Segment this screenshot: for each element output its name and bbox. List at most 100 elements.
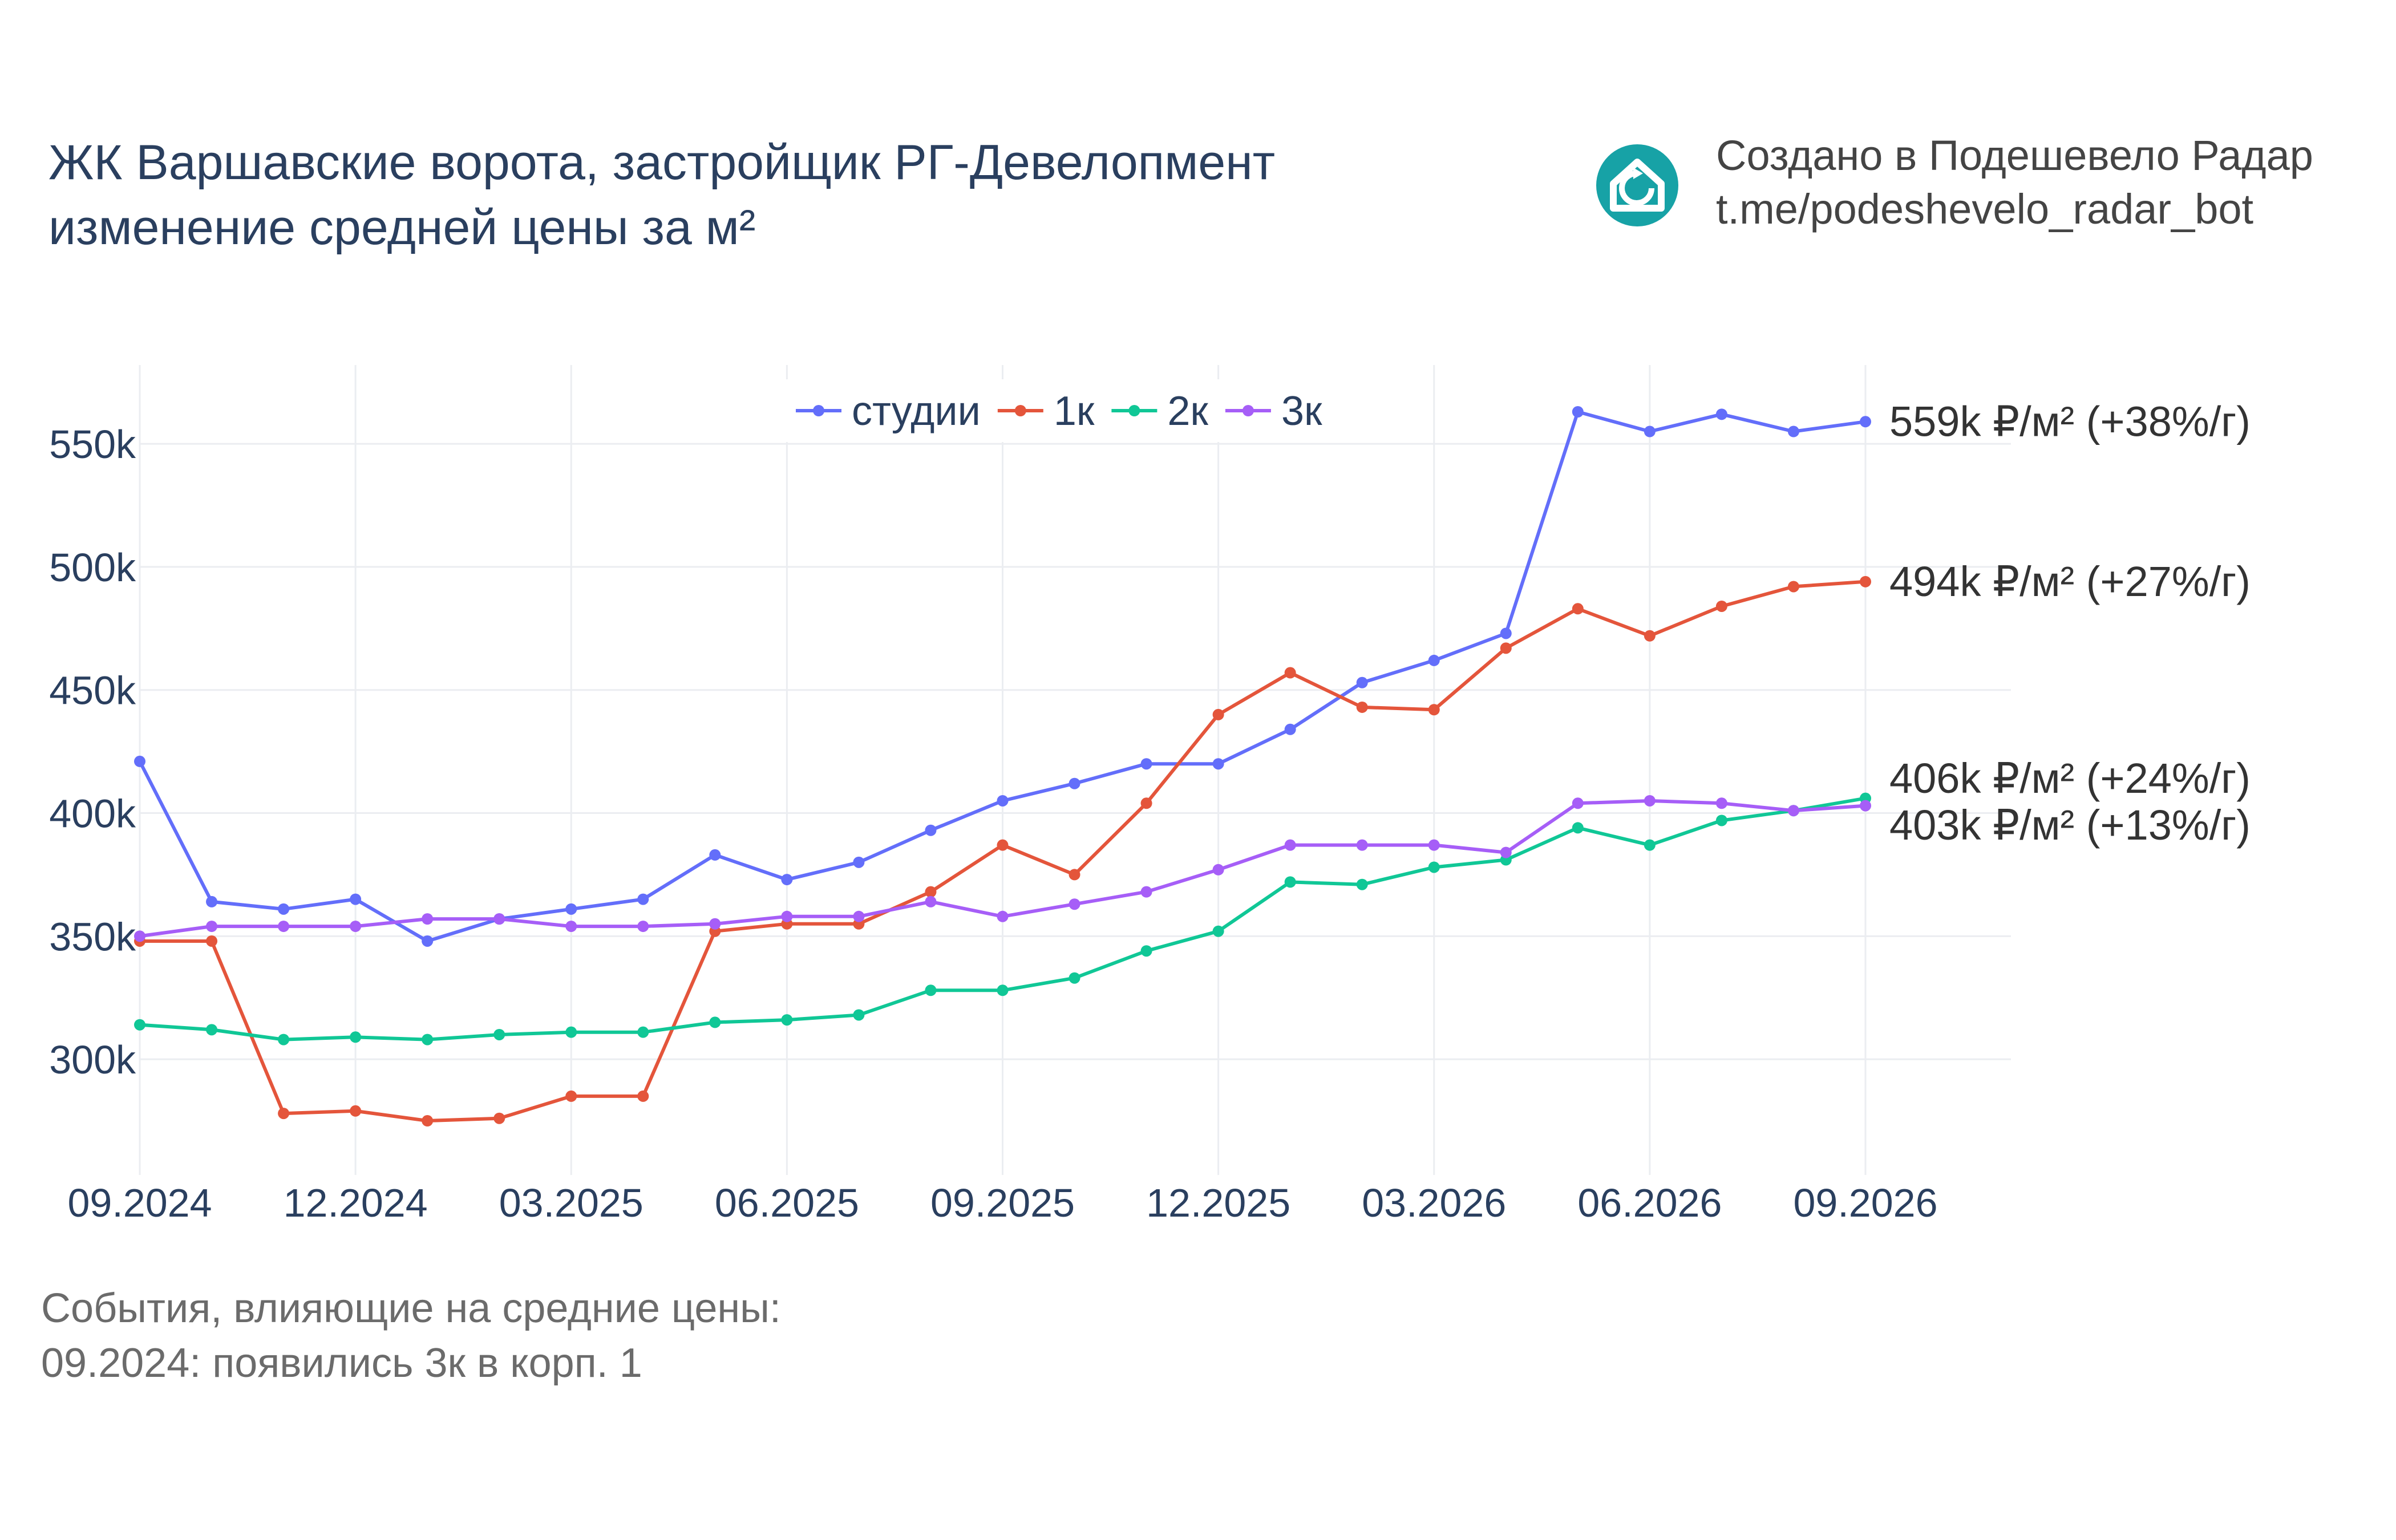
data-point[interactable]: [1140, 945, 1152, 957]
data-point[interactable]: [206, 935, 218, 947]
data-point[interactable]: [1212, 708, 1224, 720]
data-point[interactable]: [637, 921, 649, 933]
data-point[interactable]: [134, 1019, 145, 1031]
data-point[interactable]: [925, 886, 937, 898]
data-point[interactable]: [350, 921, 362, 933]
data-point[interactable]: [1644, 630, 1656, 642]
data-point[interactable]: [1356, 878, 1368, 890]
data-point[interactable]: [1140, 758, 1152, 770]
data-point[interactable]: [1212, 758, 1224, 770]
brand-logo-icon[interactable]: [1596, 144, 1678, 226]
data-point[interactable]: [350, 893, 362, 905]
data-point[interactable]: [853, 910, 865, 922]
data-point[interactable]: [1572, 797, 1584, 809]
brand-link[interactable]: t.me/podeshevelo_radar_bot: [1716, 185, 2254, 233]
series-3к[interactable]: [134, 795, 1871, 942]
data-point[interactable]: [925, 895, 937, 907]
data-point[interactable]: [565, 903, 577, 915]
data-point[interactable]: [1356, 701, 1368, 713]
data-point[interactable]: [1715, 797, 1727, 809]
data-point[interactable]: [925, 824, 937, 836]
data-point[interactable]: [1860, 800, 1871, 812]
data-point[interactable]: [493, 1112, 505, 1124]
data-point[interactable]: [134, 930, 145, 942]
data-point[interactable]: [1860, 576, 1871, 587]
data-point[interactable]: [1212, 864, 1224, 876]
data-point[interactable]: [1787, 805, 1799, 817]
data-point[interactable]: [1069, 972, 1080, 984]
data-point[interactable]: [206, 1024, 218, 1036]
data-point[interactable]: [422, 935, 434, 947]
legend-item-3к[interactable]: 3к: [1225, 388, 1322, 434]
data-point[interactable]: [1500, 846, 1512, 858]
data-point[interactable]: [206, 895, 218, 907]
data-point[interactable]: [1787, 581, 1799, 593]
data-point[interactable]: [1284, 667, 1296, 679]
data-point[interactable]: [1500, 642, 1512, 654]
data-point[interactable]: [493, 1028, 505, 1040]
data-point[interactable]: [781, 1014, 793, 1026]
data-point[interactable]: [1572, 406, 1584, 418]
data-point[interactable]: [1356, 676, 1368, 688]
data-point[interactable]: [709, 918, 721, 930]
data-point[interactable]: [1140, 797, 1152, 809]
data-point[interactable]: [1644, 795, 1656, 807]
data-point[interactable]: [1644, 839, 1656, 851]
data-point[interactable]: [853, 856, 865, 868]
data-point[interactable]: [278, 921, 290, 933]
data-point[interactable]: [1715, 408, 1727, 420]
data-point[interactable]: [422, 1034, 434, 1045]
data-point[interactable]: [1428, 654, 1440, 666]
data-point[interactable]: [1284, 839, 1296, 851]
legend-item-1к[interactable]: 1к: [997, 388, 1095, 434]
data-point[interactable]: [1284, 876, 1296, 888]
data-point[interactable]: [997, 839, 1009, 851]
data-point[interactable]: [565, 921, 577, 933]
data-point[interactable]: [1069, 898, 1080, 910]
data-point[interactable]: [709, 1016, 721, 1028]
legend-label: 1к: [1054, 388, 1095, 434]
data-point[interactable]: [1572, 822, 1584, 834]
data-point[interactable]: [565, 1090, 577, 1102]
data-point[interactable]: [350, 1105, 362, 1117]
data-point[interactable]: [134, 755, 145, 767]
data-point[interactable]: [637, 1026, 649, 1038]
data-point[interactable]: [350, 1031, 362, 1043]
data-point[interactable]: [997, 984, 1009, 996]
data-point[interactable]: [278, 903, 290, 915]
data-point[interactable]: [1787, 425, 1799, 437]
data-point[interactable]: [637, 1090, 649, 1102]
data-point[interactable]: [565, 1026, 577, 1038]
data-point[interactable]: [1715, 814, 1727, 826]
data-point[interactable]: [206, 921, 218, 933]
data-point[interactable]: [422, 1115, 434, 1127]
data-point[interactable]: [997, 910, 1009, 922]
data-point[interactable]: [1140, 886, 1152, 898]
data-point[interactable]: [781, 874, 793, 886]
data-point[interactable]: [1069, 777, 1080, 789]
data-point[interactable]: [1572, 603, 1584, 615]
legend-item-2к[interactable]: 2к: [1111, 388, 1208, 434]
data-point[interactable]: [1428, 861, 1440, 873]
data-point[interactable]: [278, 1034, 290, 1045]
data-point[interactable]: [709, 849, 721, 861]
data-point[interactable]: [1284, 723, 1296, 735]
data-point[interactable]: [1356, 839, 1368, 851]
data-point[interactable]: [1428, 704, 1440, 716]
data-point[interactable]: [1715, 600, 1727, 612]
data-point[interactable]: [278, 1108, 290, 1120]
data-point[interactable]: [422, 913, 434, 925]
data-point[interactable]: [1212, 925, 1224, 937]
data-point[interactable]: [1500, 627, 1512, 639]
data-point[interactable]: [493, 913, 505, 925]
data-point[interactable]: [781, 910, 793, 922]
data-point[interactable]: [853, 1009, 865, 1021]
data-point[interactable]: [1860, 416, 1871, 428]
data-point[interactable]: [997, 795, 1009, 807]
data-point[interactable]: [925, 984, 937, 996]
data-point[interactable]: [1428, 839, 1440, 851]
data-point[interactable]: [1644, 425, 1656, 437]
data-point[interactable]: [1069, 869, 1080, 881]
legend-item-студии[interactable]: студии: [796, 388, 981, 434]
data-point[interactable]: [637, 893, 649, 905]
